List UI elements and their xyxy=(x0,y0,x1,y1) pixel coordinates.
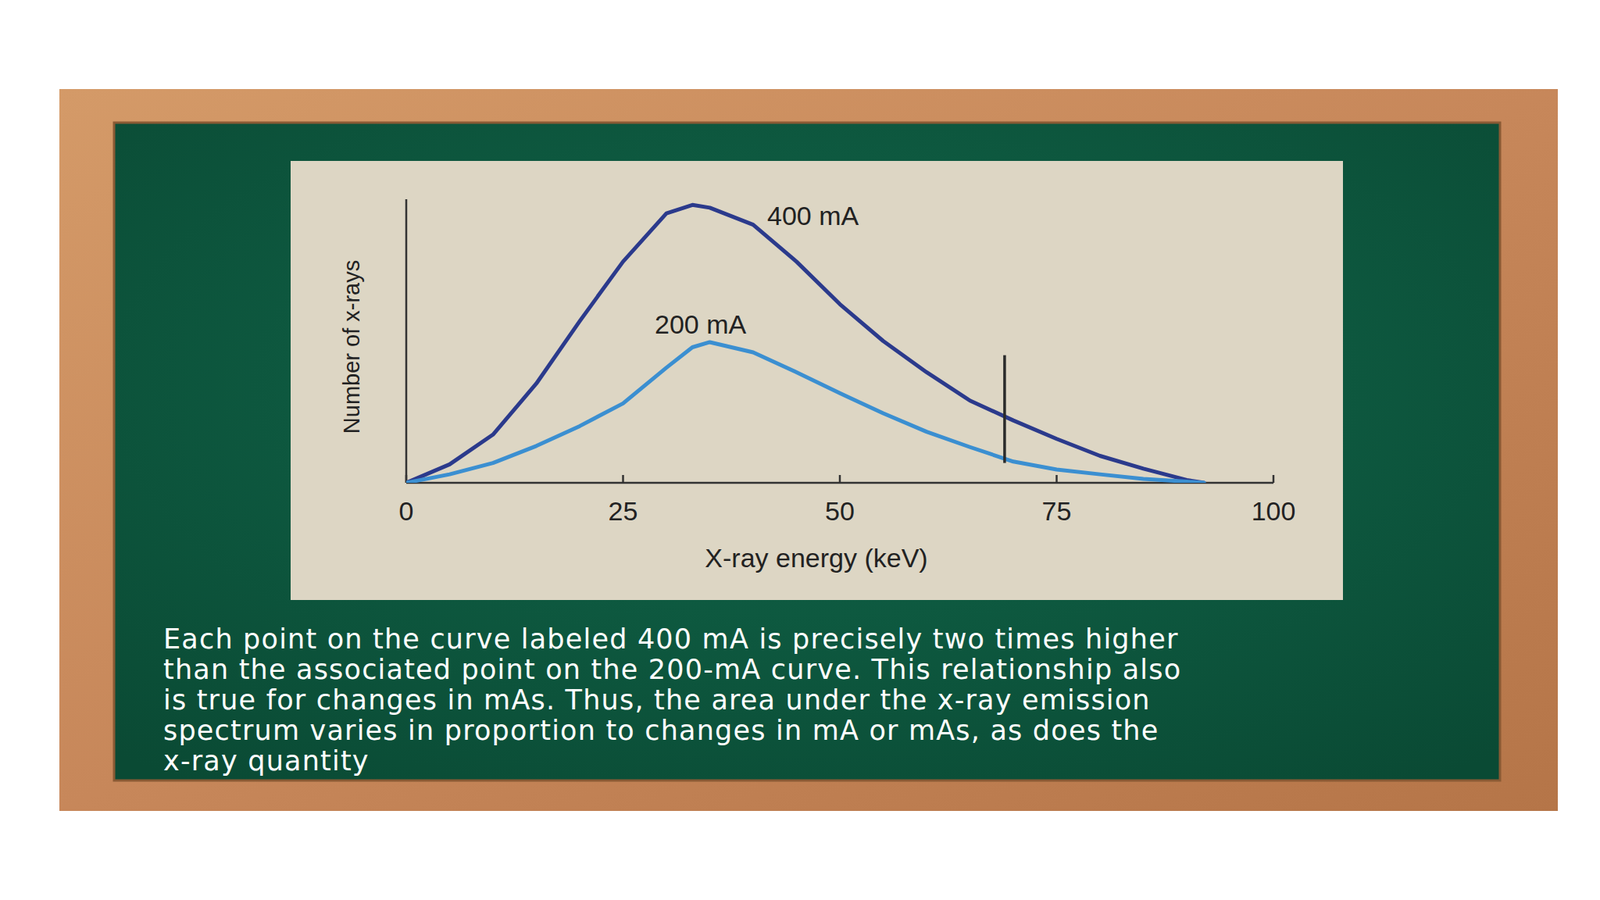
x-axis-title: X-ray energy (keV) xyxy=(704,542,928,573)
series-label: 200 mA xyxy=(654,309,747,340)
caption-line: than the associated point on the 200-mA … xyxy=(163,653,1182,686)
board xyxy=(114,122,1500,781)
y-axis xyxy=(405,199,408,483)
marker-line xyxy=(1003,355,1007,464)
caption-line: Each point on the curve labeled 400 mA i… xyxy=(163,623,1179,655)
y-axis-title: Number of x-rays xyxy=(339,260,365,434)
series-label: 400 mA xyxy=(767,200,859,231)
frame xyxy=(59,89,1558,811)
x-tick-label: 75 xyxy=(1042,496,1072,526)
plot-marks xyxy=(406,204,1204,483)
series-line xyxy=(406,342,1204,483)
chart-panel xyxy=(290,160,1343,600)
caption-line: spectrum varies in proportion to changes… xyxy=(163,714,1159,747)
caption-line: x-ray quantity xyxy=(163,745,370,777)
x-tick xyxy=(1055,475,1058,483)
page: 0 25 50 75 100 X-ray energy (keV) Number of x-… xyxy=(0,0,1600,900)
x-tick-label: 25 xyxy=(608,496,639,526)
x-tick-label: 0 xyxy=(399,496,415,526)
x-tick xyxy=(839,475,842,483)
x-tick xyxy=(1272,475,1275,483)
x-tick-label: 100 xyxy=(1251,496,1297,526)
series-line xyxy=(406,204,1204,483)
x-tick-label: 50 xyxy=(825,496,855,526)
caption-line: is true for changes in mAs. Thus, the ar… xyxy=(163,684,1151,716)
x-tick xyxy=(621,475,625,483)
